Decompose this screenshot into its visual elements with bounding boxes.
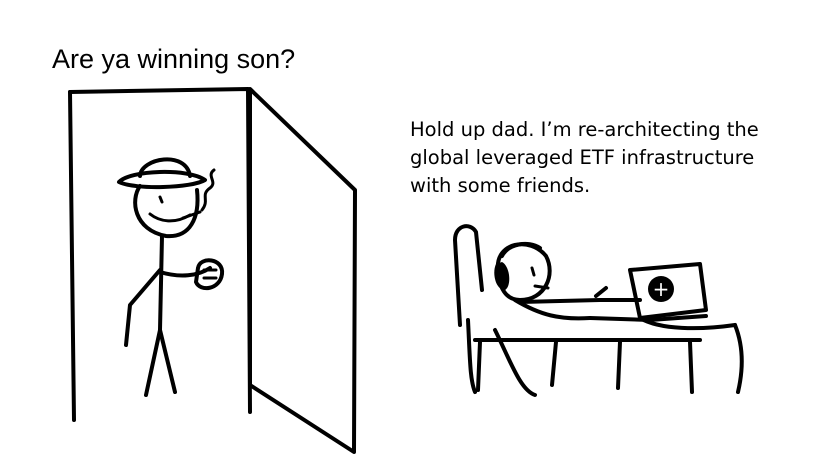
dad-caption: Are ya winning son? (52, 44, 296, 74)
open-door (68, 87, 357, 454)
laptop (588, 262, 744, 394)
plus-circle-icon: + (648, 276, 674, 302)
son-caption: Hold up dad. I’m re-architecting the glo… (410, 118, 759, 197)
dad-figure (117, 157, 225, 397)
son-figure (453, 224, 702, 397)
